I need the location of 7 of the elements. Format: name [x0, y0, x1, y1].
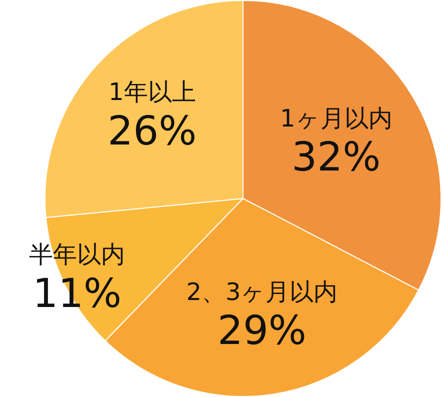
data-label: 29% — [218, 308, 306, 354]
slice-label: 1ヶ月以内 — [280, 104, 392, 132]
data-label: 32% — [292, 134, 381, 180]
slice-label: 1年以上 — [108, 78, 196, 106]
slice-label: 2、3ヶ月以内 — [186, 278, 338, 306]
data-label: 26% — [108, 108, 197, 154]
slice-label: 半年以内 — [29, 240, 126, 269]
